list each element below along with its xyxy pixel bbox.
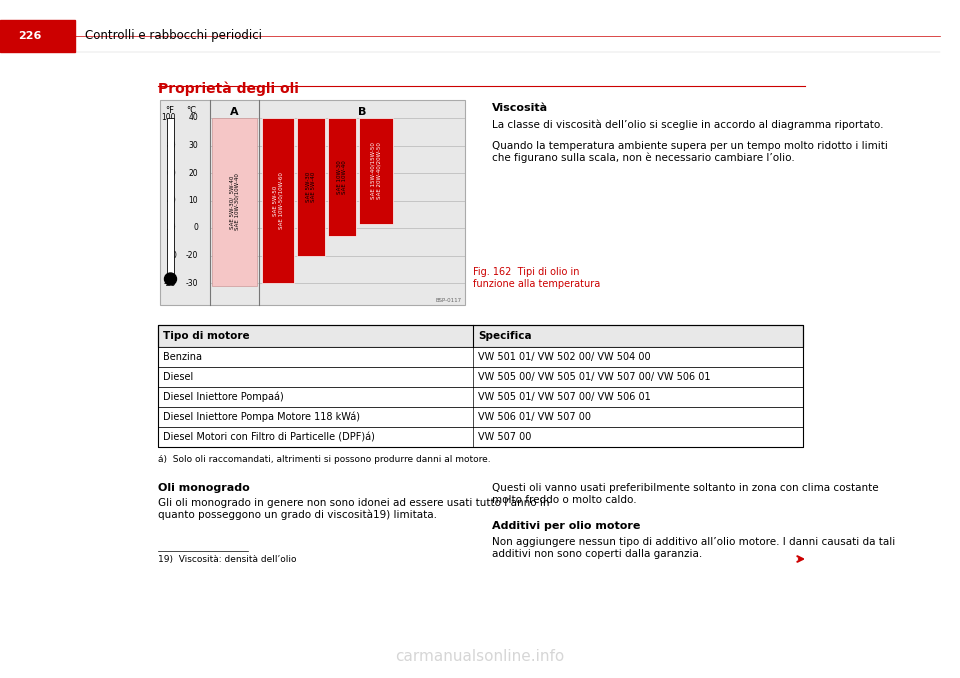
Text: SAE 5W-30
SAE 5W-40: SAE 5W-30 SAE 5W-40	[305, 172, 317, 202]
Text: VW 501 01/ VW 502 00/ VW 504 00: VW 501 01/ VW 502 00/ VW 504 00	[478, 352, 651, 362]
Text: Gli oli monogrado in genere non sono idonei ad essere usati tutto l’anno in
quan: Gli oli monogrado in genere non sono ido…	[158, 498, 549, 520]
Text: VW 505 00/ VW 505 01/ VW 507 00/ VW 506 01: VW 505 00/ VW 505 01/ VW 507 00/ VW 506 …	[478, 372, 710, 382]
Text: á)  Solo oli raccomandati, altrimenti si possono produrre danni al motore.: á) Solo oli raccomandati, altrimenti si …	[158, 455, 491, 464]
Text: Additivi per olio motore: Additivi per olio motore	[492, 521, 640, 531]
Text: Controlli e rabbocchi periodici: Controlli e rabbocchi periodici	[85, 30, 262, 43]
Text: SAE 5W-50
SAE 10W-50/10W-60: SAE 5W-50 SAE 10W-50/10W-60	[273, 172, 283, 229]
Text: Diesel Iniettore Pompaá): Diesel Iniettore Pompaá)	[163, 392, 284, 402]
Text: -20: -20	[163, 279, 176, 287]
Text: °F: °F	[165, 106, 174, 115]
Text: -20: -20	[185, 251, 198, 260]
Bar	[359, 118, 393, 224]
Circle shape	[164, 273, 177, 285]
Bar	[328, 118, 356, 236]
Bar	[158, 387, 803, 407]
Text: Tipo di motore: Tipo di motore	[163, 331, 250, 341]
Text: Quando la temperatura ambiente supera per un tempo molto ridotto i limiti
che fi: Quando la temperatura ambiente supera pe…	[492, 141, 888, 163]
Text: 40: 40	[188, 113, 198, 123]
Text: Diesel: Diesel	[163, 372, 193, 382]
Text: 0: 0	[193, 224, 198, 233]
Text: 30: 30	[188, 141, 198, 150]
Text: Proprietà degli oli: Proprietà degli oli	[158, 82, 299, 96]
Text: B: B	[358, 107, 366, 117]
Bar	[158, 367, 803, 387]
Text: VW 505 01/ VW 507 00/ VW 506 01: VW 505 01/ VW 507 00/ VW 506 01	[478, 392, 651, 402]
Bar	[158, 325, 803, 447]
Text: Specifica: Specifica	[478, 331, 532, 341]
Bar	[297, 118, 325, 256]
Bar	[158, 325, 803, 347]
Text: Viscosità: Viscosità	[492, 103, 548, 113]
Bar	[212, 118, 257, 285]
Text: VW 506 01/ VW 507 00: VW 506 01/ VW 507 00	[478, 412, 591, 422]
Text: 20: 20	[188, 169, 198, 178]
Text: 60: 60	[166, 169, 176, 178]
Text: Diesel Motori con Filtro di Particelle (DPF)á): Diesel Motori con Filtro di Particelle (…	[163, 432, 374, 442]
Text: Questi oli vanno usati preferibilmente soltanto in zona con clima costante
molto: Questi oli vanno usati preferibilmente s…	[492, 483, 878, 504]
Text: 10: 10	[188, 196, 198, 205]
Bar	[158, 407, 803, 427]
Text: BSP-0117: BSP-0117	[436, 298, 462, 303]
Bar	[0, 20, 75, 52]
Text: -30: -30	[185, 279, 198, 287]
Bar	[158, 347, 803, 367]
Text: VW 507 00: VW 507 00	[478, 432, 532, 442]
Bar	[158, 427, 803, 447]
Text: Benzina: Benzina	[163, 352, 202, 362]
Text: SAE 10W-30
SAE 10W-40: SAE 10W-30 SAE 10W-40	[337, 160, 348, 194]
Text: Diesel Iniettore Pompa Motore 118 kWá): Diesel Iniettore Pompa Motore 118 kWá)	[163, 412, 360, 422]
Text: Oli monogrado: Oli monogrado	[158, 483, 250, 493]
Text: A: A	[229, 107, 238, 117]
Text: funzione alla temperatura: funzione alla temperatura	[473, 279, 600, 289]
Text: Fig. 162  Tipi di olio in: Fig. 162 Tipi di olio in	[473, 267, 580, 277]
Text: 80: 80	[166, 141, 176, 150]
Text: 226: 226	[18, 31, 41, 41]
Text: carmanualsonline.info: carmanualsonline.info	[396, 649, 564, 664]
Text: SAE 5W-30/  5W-40
SAE 10W-30/10W-40: SAE 5W-30/ 5W-40 SAE 10W-30/10W-40	[229, 174, 240, 231]
Text: °C: °C	[186, 106, 196, 115]
Text: 100: 100	[161, 113, 176, 123]
Text: 19)  Viscosità: densità dell’olio: 19) Viscosità: densità dell’olio	[158, 555, 297, 564]
Bar	[167, 118, 174, 277]
Text: 0: 0	[171, 251, 176, 260]
Text: 40: 40	[166, 196, 176, 205]
Bar	[160, 100, 465, 305]
Text: 20: 20	[166, 224, 176, 233]
Text: Non aggiungere nessun tipo di additivo all’olio motore. I danni causati da tali
: Non aggiungere nessun tipo di additivo a…	[492, 537, 896, 559]
Text: La classe di viscosità dell’olio si sceglie in accordo al diagramma riportato.: La classe di viscosità dell’olio si sceg…	[492, 119, 883, 129]
Text: SAE 15W-40/15W-50
SAE 20W-40/20W-50: SAE 15W-40/15W-50 SAE 20W-40/20W-50	[371, 142, 381, 199]
Bar	[262, 118, 294, 283]
